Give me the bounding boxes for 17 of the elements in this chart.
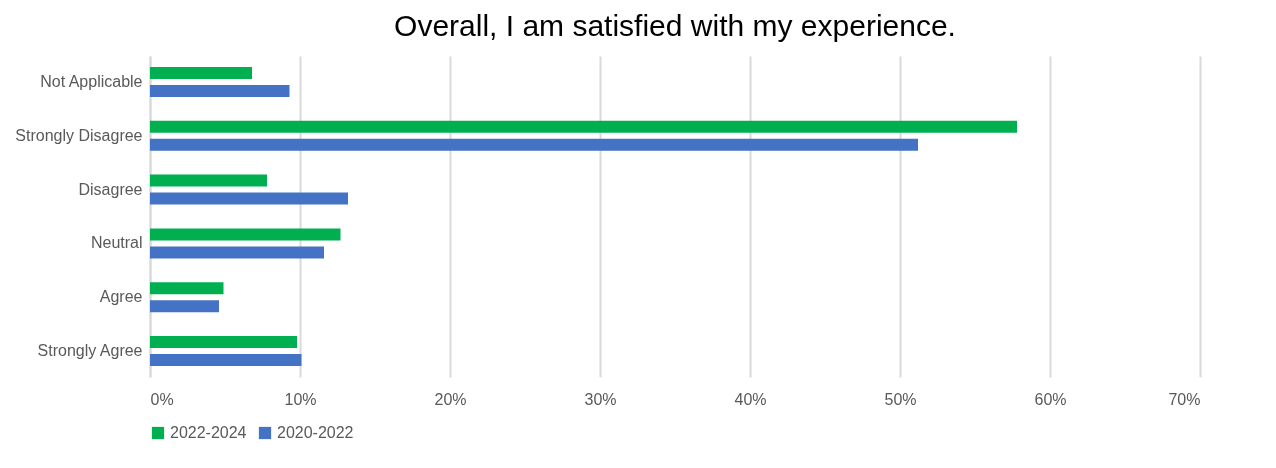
chart-title: Overall, I am satisfied with my experience.: [394, 9, 956, 42]
legend-label: 2020-2022: [277, 424, 354, 441]
x-tick-label: 70%: [1168, 390, 1201, 408]
y-tick-label: Neutral: [90, 234, 143, 252]
x-tick-label: 20%: [434, 390, 467, 408]
legend-label: 2022-2024: [170, 424, 247, 441]
y-tick-label: Strongly Disagree: [15, 126, 143, 144]
y-tick-label: Strongly Agree: [37, 341, 143, 359]
y-tick-label: Not Applicable: [40, 73, 143, 91]
x-tick-label: 40%: [734, 390, 767, 408]
x-tick-label: 30%: [584, 390, 617, 408]
y-tick-label: Disagree: [78, 180, 143, 198]
x-tick-label: 60%: [1034, 390, 1067, 408]
x-tick-label: 10%: [284, 390, 317, 408]
y-tick-label: Agree: [99, 288, 143, 306]
x-tick-label: 50%: [884, 390, 917, 408]
x-tick-label: 0%: [150, 390, 174, 408]
